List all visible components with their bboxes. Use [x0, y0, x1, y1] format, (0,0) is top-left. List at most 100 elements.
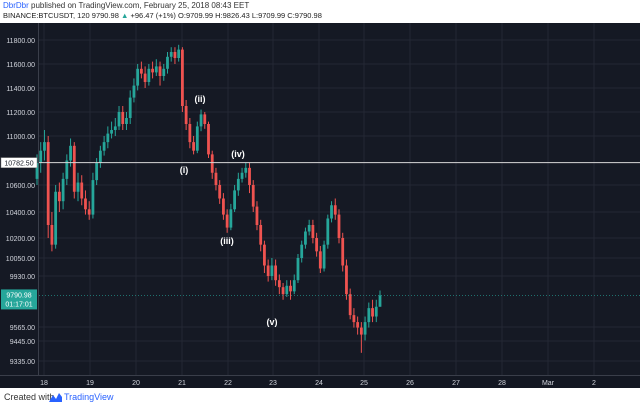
price-tick-label: 9930.00	[10, 274, 35, 281]
candle-body	[151, 68, 154, 73]
candle-body	[371, 308, 374, 317]
candle-body	[177, 49, 181, 58]
candle-body	[147, 68, 151, 82]
candle-body	[233, 190, 236, 210]
candle-body	[367, 308, 371, 323]
candle-body	[57, 191, 61, 202]
candle-body	[315, 238, 319, 252]
price-tick-label: 9445.00	[10, 339, 35, 346]
author-link[interactable]: DbrDbr	[3, 1, 29, 10]
candle-body	[166, 56, 169, 69]
price-tick-label: 10400.00	[6, 210, 35, 217]
price-tick-label: 11600.00	[6, 62, 35, 69]
candle-body	[378, 295, 382, 307]
wave-label: (i)	[180, 165, 189, 175]
candle-body	[333, 205, 337, 215]
candle-body	[121, 112, 125, 124]
candle-body	[207, 124, 210, 155]
price-tick-label: 10600.00	[6, 183, 35, 190]
candle-body	[356, 322, 360, 328]
candle-body	[117, 112, 121, 127]
candle-body	[307, 225, 311, 232]
change-text: +96.47 (+1%)	[130, 11, 176, 20]
candle-body	[98, 150, 102, 163]
chart-plot-area[interactable]	[0, 23, 640, 375]
candle-body	[69, 145, 72, 161]
created-with-text: Created with	[4, 392, 55, 402]
candle-body	[285, 285, 289, 295]
price-tick-label: 10200.00	[6, 236, 35, 243]
price-badges: 10782.50 9790.98 01:17:01	[0, 157, 640, 310]
time-tick-label: Mar	[542, 380, 555, 387]
candle-body	[326, 218, 330, 245]
candle-body	[54, 191, 58, 245]
time-tick-labels: 18 19 20 21 22 23 24 25 26 27 28 Mar 2	[40, 380, 596, 387]
candle-body	[43, 142, 46, 151]
candle-body	[289, 285, 292, 292]
candle-body	[304, 231, 307, 245]
candle-body	[330, 205, 333, 219]
candle-body	[281, 287, 285, 295]
candle-body	[125, 118, 128, 124]
up-arrow-icon: ▲	[120, 11, 131, 20]
candle-body	[128, 97, 132, 118]
time-tick-label: 22	[224, 380, 232, 387]
candle-body	[110, 130, 113, 134]
wave-label: (iv)	[231, 149, 245, 159]
wave-label: (v)	[267, 317, 278, 327]
candle-body	[318, 251, 322, 269]
symbol-ohlc-line: BINANCE:BTCUSDT, 120 9790.98 ▲ +96.47 (+…	[3, 11, 322, 20]
time-tick-label: 23	[269, 380, 277, 387]
candle-body	[240, 172, 244, 179]
publish-text: published on TradingView.com, February 2…	[28, 1, 250, 10]
publish-info: DbrDbr published on TradingView.com, Feb…	[3, 1, 249, 10]
candle-body	[277, 280, 281, 288]
candle-body	[263, 244, 266, 266]
candle-body	[65, 160, 69, 179]
candle-body	[50, 225, 54, 245]
price-tick-label: 9565.00	[10, 325, 35, 332]
grid-lines	[39, 23, 640, 375]
price-tick-label: 10050.00	[6, 256, 35, 263]
candle-body	[132, 85, 136, 98]
candle-body	[181, 49, 184, 106]
price-tick-label: 11200.00	[6, 110, 35, 117]
candle-body	[143, 73, 147, 82]
candle-body	[348, 294, 352, 316]
candle-body	[337, 214, 341, 238]
candle-body	[72, 145, 76, 192]
time-tick-label: 26	[406, 380, 414, 387]
price-tick-label: 11000.00	[6, 134, 35, 141]
candle-body	[363, 322, 367, 335]
tradingview-logo-icon	[49, 393, 62, 402]
ohlc-text: O:9709.99 H:9826.43 L:9709.99 C:9790.98	[175, 11, 322, 20]
time-tick-label: 18	[40, 380, 48, 387]
candle-body	[236, 178, 240, 191]
candle-body	[113, 126, 117, 130]
time-tick-label: 24	[315, 380, 323, 387]
candles	[35, 44, 382, 353]
candle-body	[46, 142, 50, 225]
footer: Created with TradingView	[0, 388, 640, 407]
time-tick-label: 27	[452, 380, 460, 387]
candle-body	[259, 225, 263, 245]
candle-body	[374, 306, 378, 317]
candle-body	[210, 154, 214, 173]
price-tick-label: 11800.00	[6, 38, 35, 45]
time-tick-label: 2	[592, 380, 596, 387]
last-price-value: 9790.98	[6, 292, 31, 299]
price-axis[interactable]	[0, 23, 39, 375]
candle-body	[244, 167, 248, 173]
wave-labels: (i) (ii) (iii) (iv) (v)	[180, 94, 278, 327]
price-tick-label: 9335.00	[10, 359, 35, 366]
tradingview-brand-link[interactable]: TradingView	[64, 392, 114, 402]
candle-body	[102, 142, 106, 151]
candle-body	[311, 225, 315, 238]
time-axis[interactable]	[0, 375, 640, 389]
horizontal-line-value: 10782.50	[4, 161, 33, 168]
candle-body	[162, 68, 166, 76]
candle-body	[322, 244, 326, 269]
candle-body	[154, 66, 158, 73]
time-tick-label: 21	[178, 380, 186, 387]
